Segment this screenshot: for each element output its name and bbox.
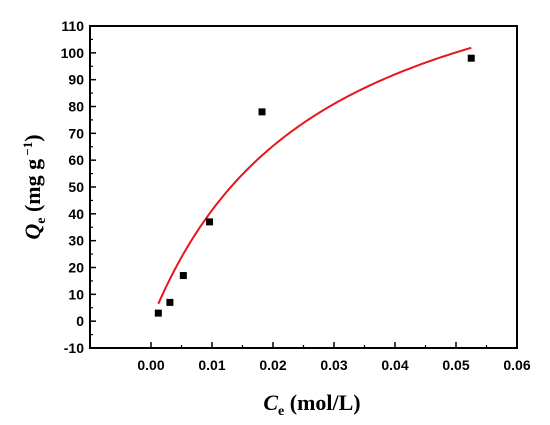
y-tick-label: 50 <box>68 179 84 195</box>
x-tick-label: 0.02 <box>259 357 286 373</box>
y-tick-label: 100 <box>61 45 85 61</box>
y-tick-label: 0 <box>76 313 84 329</box>
x-tick-label: 0.06 <box>503 357 530 373</box>
y-tick-label: 90 <box>68 72 84 88</box>
x-axis-title-subscript: e <box>278 404 284 419</box>
data-point <box>166 298 174 306</box>
y-tick-label: 20 <box>68 260 84 276</box>
y-axis-title-subscript: e <box>34 218 49 224</box>
y-axis-title-unit-open: (mg g <box>20 159 45 218</box>
data-point <box>179 272 187 280</box>
y-tick-label: 110 <box>61 18 84 34</box>
y-tick-label: 10 <box>68 286 84 302</box>
data-point <box>258 108 266 116</box>
y-tick-label: 80 <box>68 99 84 115</box>
y-tick-label: 60 <box>68 152 84 168</box>
y-tick-label: 30 <box>68 233 84 249</box>
x-tick-label: 0.00 <box>137 357 164 373</box>
y-axis-title-symbol: Q <box>20 224 45 240</box>
x-tick-label: 0.05 <box>442 357 469 373</box>
x-tick-label: 0.03 <box>320 357 347 373</box>
x-axis-title-symbol: C <box>263 390 278 415</box>
data-point <box>206 218 214 226</box>
x-tick-label: 0.04 <box>381 357 408 373</box>
y-tick-label: 40 <box>68 206 84 222</box>
y-tick-label: -10 <box>64 340 84 356</box>
x-axis-ticks: 0.00 0.01 0.02 0.03 0.04 0.05 0.06 <box>137 342 531 373</box>
y-axis-title-unit-close: ) <box>20 134 45 141</box>
fit-curve-layer <box>157 46 472 305</box>
data-point <box>154 309 162 317</box>
fit-curve-line <box>157 46 472 305</box>
plot-frame <box>89 25 518 349</box>
x-axis-title: Ce (mol/L) <box>263 390 360 419</box>
y-axis-ticks: -10 0 10 20 30 40 50 60 70 80 90 100 110 <box>61 18 96 356</box>
y-axis-title-superscript: −1 <box>20 142 35 159</box>
data-point <box>467 54 475 62</box>
y-tick-label: 70 <box>68 125 84 141</box>
y-axis-title: Qe (mg g −1) <box>20 134 49 239</box>
x-axis-title-unit: (mol/L) <box>284 390 360 415</box>
data-points-layer <box>154 54 475 317</box>
x-tick-label: 0.01 <box>198 357 225 373</box>
